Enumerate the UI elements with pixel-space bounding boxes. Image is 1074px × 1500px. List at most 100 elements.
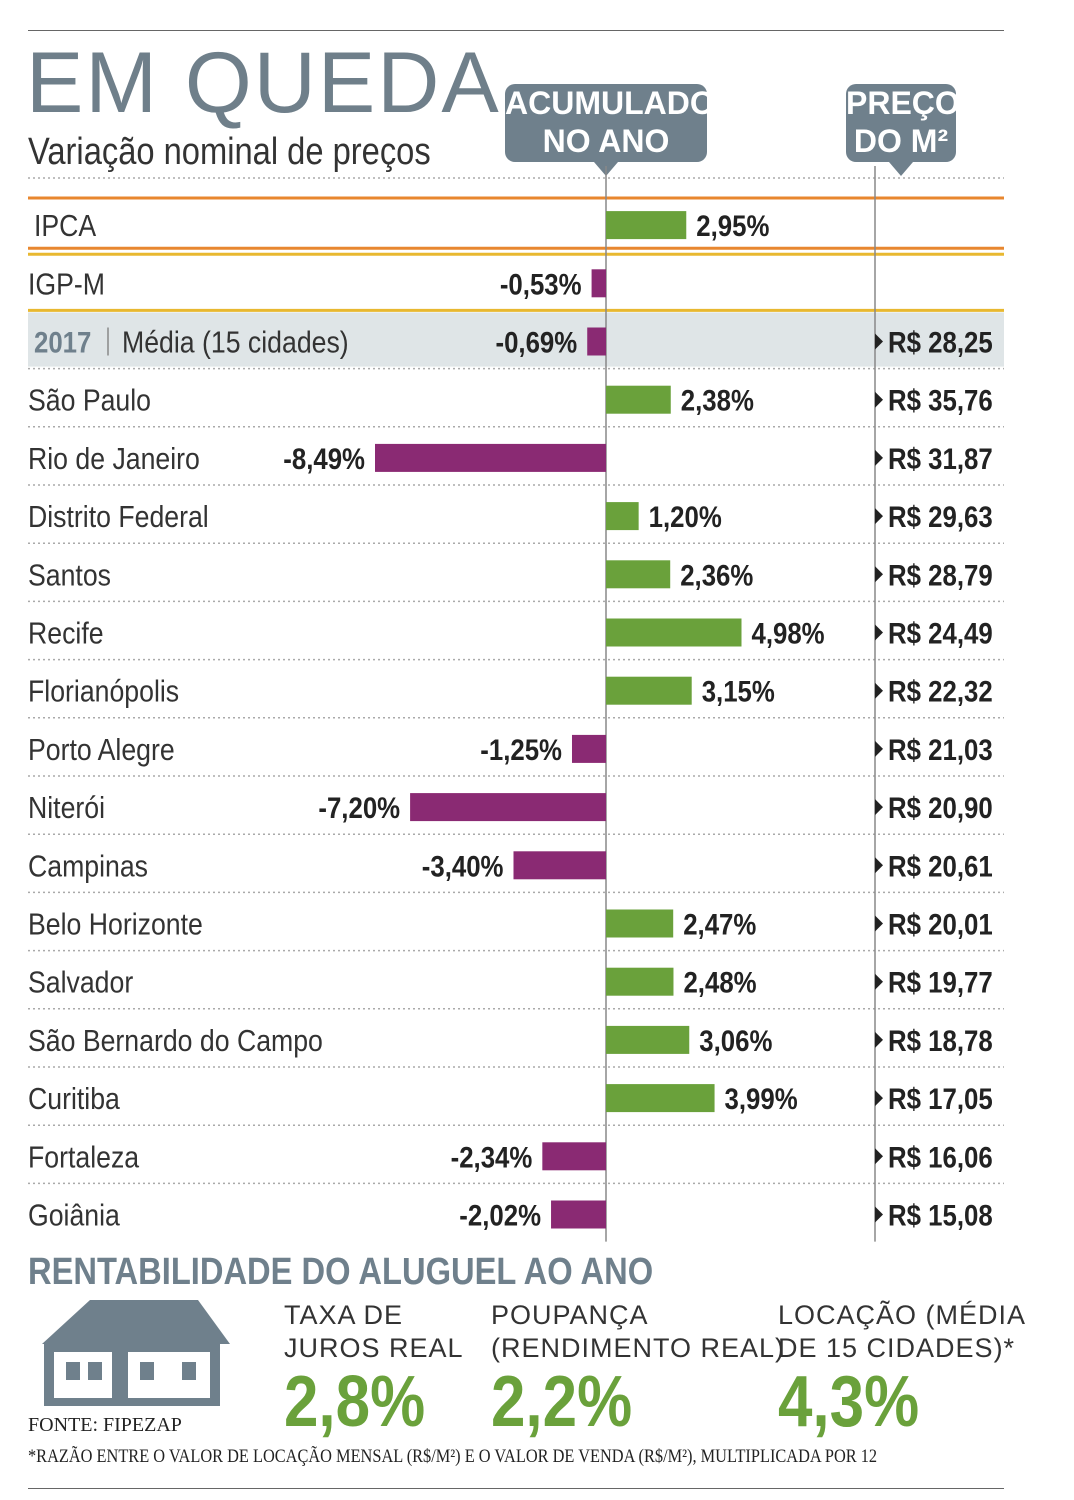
price-marker-icon <box>875 1206 883 1223</box>
value-label: 2,36% <box>680 558 753 591</box>
bar <box>606 909 674 938</box>
rent-section-title: RENTABILIDADE DO ALUGUEL AO ANO <box>28 1253 755 1291</box>
price-marker-icon <box>875 391 883 408</box>
bar <box>606 676 692 705</box>
bar <box>606 1084 715 1113</box>
value-label: -1,25% <box>480 733 562 766</box>
value-label: 2,47% <box>683 908 756 941</box>
price-marker-icon <box>875 508 883 525</box>
rent-label-juros-line2: JUROS REAL <box>284 1333 464 1363</box>
badge-acc-line1: ACUMULADO <box>505 85 715 121</box>
value-label: -8,49% <box>283 442 365 475</box>
price-marker-icon <box>875 1090 883 1107</box>
highlight-row-bg <box>28 312 1004 367</box>
footnote: *RAZÃO ENTRE O VALOR DE LOCAÇÃO MENSAL (… <box>28 1446 1015 1468</box>
bar <box>375 443 606 472</box>
top-rule <box>28 30 1004 31</box>
rent-label-locacao-line1: LOCAÇÃO (MÉDIA <box>778 1300 1027 1330</box>
rent-label-poupanca: POUPANÇA (RENDIMENTO REAL) <box>491 1299 785 1365</box>
value-label: 2,95% <box>696 209 769 242</box>
price-label: R$ 21,03 <box>888 733 993 766</box>
row-label: Florianópolis <box>28 675 179 709</box>
source-note: FONTE: FIPEZAP <box>28 1414 182 1436</box>
rent-value-locacao-text: 4,3% <box>778 1362 920 1442</box>
column-badge-price: PREÇO DO M² <box>846 84 960 176</box>
price-marker-icon <box>875 915 883 932</box>
row-label: IGP-M <box>28 267 105 301</box>
row-label: Goiânia <box>28 1199 121 1233</box>
price-marker-icon <box>875 682 883 699</box>
row-label: Campinas <box>28 849 148 883</box>
badge-price-line1: PREÇO <box>846 85 960 121</box>
row-label: Salvador <box>28 966 134 1000</box>
price-label: R$ 18,78 <box>888 1024 993 1057</box>
house-icon <box>42 1300 230 1406</box>
price-label: R$ 19,77 <box>888 966 993 999</box>
row-label: Fortaleza <box>28 1140 140 1174</box>
footnote-text: *RAZÃO ENTRE O VALOR DE LOCAÇÃO MENSAL (… <box>28 1446 878 1467</box>
bar-chart: IPCA 2,95% IGP-M -0,53% 2017 Média (15 cidade… <box>28 166 1004 1242</box>
price-marker-icon <box>875 449 883 466</box>
price-label: R$ 31,87 <box>888 442 993 475</box>
value-label: 2,48% <box>683 966 756 999</box>
rent-label-juros-line1: TAXA DE <box>284 1300 404 1330</box>
price-marker-icon <box>875 799 883 816</box>
badge-price-line2: DO M² <box>853 123 949 159</box>
price-marker-icon <box>875 973 883 990</box>
rent-label-poupanca-line2: (RENDIMENTO REAL) <box>491 1333 786 1363</box>
rent-label-locacao: LOCAÇÃO (MÉDIA DE 15 CIDADES)* <box>778 1299 1026 1365</box>
row-label: Recife <box>28 617 104 651</box>
rent-value-locacao: 4,3% <box>778 1366 942 1438</box>
row-label: São Bernardo do Campo <box>28 1024 323 1058</box>
price-marker-icon <box>875 1148 883 1165</box>
row-label: Média (15 cidades) <box>122 326 349 360</box>
price-marker-icon <box>875 333 883 350</box>
row-label: Rio de Janeiro <box>28 442 200 476</box>
bar <box>410 793 606 822</box>
chart-subtitle: Variação nominal de preços <box>28 133 496 171</box>
column-badge-accumulated: ACUMULADO NO ANO <box>505 84 715 176</box>
row-label: Santos <box>28 558 111 592</box>
bar <box>606 967 674 996</box>
bar <box>606 502 639 531</box>
price-label: R$ 24,49 <box>888 617 993 650</box>
price-label: R$ 29,63 <box>888 500 993 533</box>
price-marker-icon <box>875 740 883 757</box>
price-label: R$ 17,05 <box>888 1082 993 1115</box>
value-label: 4,98% <box>751 617 824 650</box>
value-label: -0,69% <box>496 326 578 359</box>
bar <box>571 734 606 763</box>
row-label: Belo Horizonte <box>28 908 203 942</box>
rent-value-poupanca: 2,2% <box>491 1366 655 1438</box>
badge-acc-line2: NO ANO <box>542 123 670 159</box>
bar <box>606 618 742 647</box>
value-label: 3,15% <box>702 675 775 708</box>
row-label: Curitiba <box>28 1082 121 1116</box>
price-label: R$ 28,25 <box>888 326 993 359</box>
value-label: 3,06% <box>699 1024 772 1057</box>
row-year-label: 2017 <box>34 326 91 359</box>
price-label: R$ 20,61 <box>888 849 993 882</box>
rent-label-juros: TAXA DE JUROS REAL <box>284 1299 464 1365</box>
row-label: Niterói <box>28 791 105 825</box>
row-label: São Paulo <box>28 384 151 418</box>
row-label: Porto Alegre <box>28 733 175 767</box>
bar <box>606 1025 690 1054</box>
value-label: 2,38% <box>681 384 754 417</box>
price-label: R$ 20,01 <box>888 908 993 941</box>
subtitle-text: Variação nominal de preços <box>28 131 431 173</box>
bar <box>606 560 671 589</box>
bar <box>591 269 606 298</box>
row-label: Distrito Federal <box>28 500 209 534</box>
value-label: -2,02% <box>459 1199 541 1232</box>
bar <box>513 851 606 880</box>
price-label: R$ 15,08 <box>888 1199 993 1232</box>
bar <box>606 211 687 240</box>
price-label: R$ 28,79 <box>888 558 993 591</box>
value-label: -0,53% <box>500 267 582 300</box>
price-label: R$ 35,76 <box>888 384 993 417</box>
value-label: 3,99% <box>725 1082 798 1115</box>
rent-label-poupanca-line1: POUPANÇA <box>491 1300 649 1330</box>
value-label: -7,20% <box>318 791 400 824</box>
price-label: R$ 22,32 <box>888 675 993 708</box>
